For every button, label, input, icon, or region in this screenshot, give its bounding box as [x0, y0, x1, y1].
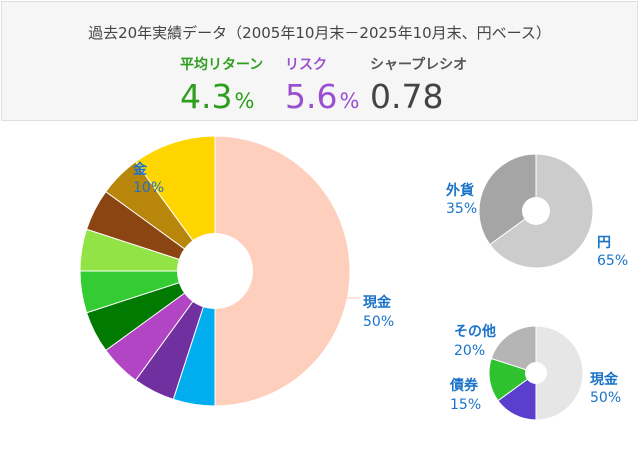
main-allocation-donut: 金 10% 現金 50%: [79, 135, 394, 407]
currency-allocation-donut: 外貨 35% 円 65%: [446, 153, 628, 269]
asset-class-slices: [488, 325, 584, 421]
cash-small-pct-label: 50%: [590, 390, 621, 406]
gold-label-leader: [159, 158, 177, 165]
stats-title: 過去20年実績データ（2005年10月末－2025年10月末、円ベース）: [88, 24, 551, 42]
yen-label: 円: [597, 235, 611, 251]
foreign-currency-pct-label: 35%: [446, 201, 477, 217]
gold-label: 金: [132, 161, 148, 178]
main-donut-hole: [177, 233, 253, 309]
cash-pct-label: 50%: [363, 314, 394, 330]
average-return-value: 4.3: [180, 77, 233, 116]
currency-donut-hole: [522, 197, 550, 225]
donut2-slice-その他: [490, 325, 537, 374]
bond-pct-label: 15%: [450, 397, 481, 413]
donut2-slice-現金: [535, 325, 584, 421]
gold-pct-label: 10%: [133, 180, 164, 196]
asset-class-donut: その他 20% 債券 15% 現金 50%: [449, 323, 621, 421]
risk-label: リスク: [285, 57, 327, 73]
bond-label: 債券: [449, 377, 479, 394]
average-return-label: 平均リターン: [180, 57, 264, 73]
cash-label: 現金: [363, 294, 392, 311]
other-pct-label: 20%: [454, 343, 485, 359]
donut0-slice-現金: [214, 135, 351, 407]
risk-unit: %: [339, 89, 360, 113]
sharpe-ratio-metric: シャープレシオ 0.78: [370, 54, 467, 113]
stats-panel: 過去20年実績データ（2005年10月末－2025年10月末、円ベース） 平均リ…: [1, 1, 638, 121]
sharpe-ratio-value: 0.78: [370, 77, 444, 116]
other-label: その他: [454, 323, 496, 340]
average-return-value-row: 4.3%: [180, 80, 263, 118]
average-return-metric: 平均リターン 4.3%: [180, 54, 263, 118]
cash-small-label: 現金: [590, 371, 619, 388]
risk-value-row: 5.6%: [285, 80, 359, 118]
sharpe-ratio-label: シャープレシオ: [370, 57, 468, 73]
donut0-slice-金: [134, 135, 216, 273]
yen-pct-label: 65%: [597, 253, 628, 269]
average-return-unit: %: [234, 89, 255, 113]
donut1-slice-外貨: [478, 153, 537, 246]
foreign-currency-label: 外貨: [446, 182, 474, 199]
risk-metric: リスク 5.6%: [285, 54, 359, 118]
risk-value: 5.6: [285, 77, 338, 116]
charts-area: 金 10% 現金 50% 外貨 35% 円 65% その他 20% 債券 15%…: [79, 135, 628, 421]
asset-class-donut-hole: [525, 362, 547, 384]
